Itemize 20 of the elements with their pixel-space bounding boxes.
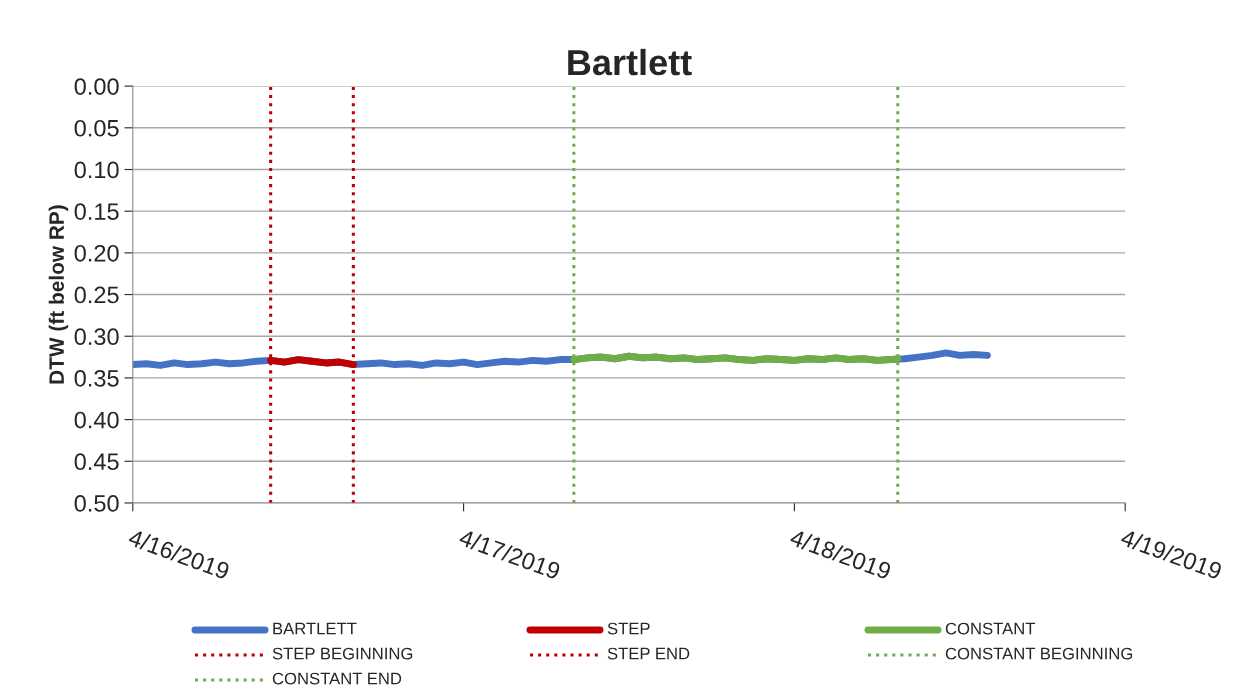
legend-label: STEP BEGINNING bbox=[272, 647, 413, 660]
legend-label: CONSTANT bbox=[945, 622, 1036, 635]
legend-label: CONSTANT BEGINNING bbox=[945, 647, 1133, 660]
y-tick-label: 0.50 bbox=[74, 495, 119, 512]
y-tick-label: 0.35 bbox=[74, 369, 119, 387]
y-tick-label: 0.10 bbox=[74, 161, 119, 179]
legend-label: CONSTANT END bbox=[272, 672, 402, 685]
chart-title: Bartlett bbox=[568, 48, 692, 76]
legend-label: STEP bbox=[607, 622, 650, 635]
legend-label: BARTLETT bbox=[273, 622, 357, 635]
y-tick-label: 0.40 bbox=[74, 411, 119, 429]
y-tick-label: 0.20 bbox=[74, 244, 119, 262]
legend-label: STEP END bbox=[607, 647, 690, 660]
y-tick-label: 0.00 bbox=[74, 78, 119, 95]
y-tick-label: 0.45 bbox=[74, 453, 119, 471]
y-tick-label: 0.05 bbox=[74, 119, 119, 137]
y-tick-label: 0.30 bbox=[74, 328, 119, 346]
y-tick-label: 0.15 bbox=[74, 203, 119, 220]
y-axis-title: DTW (ft below RP) bbox=[48, 205, 69, 384]
y-tick-label: 0.25 bbox=[74, 286, 119, 304]
